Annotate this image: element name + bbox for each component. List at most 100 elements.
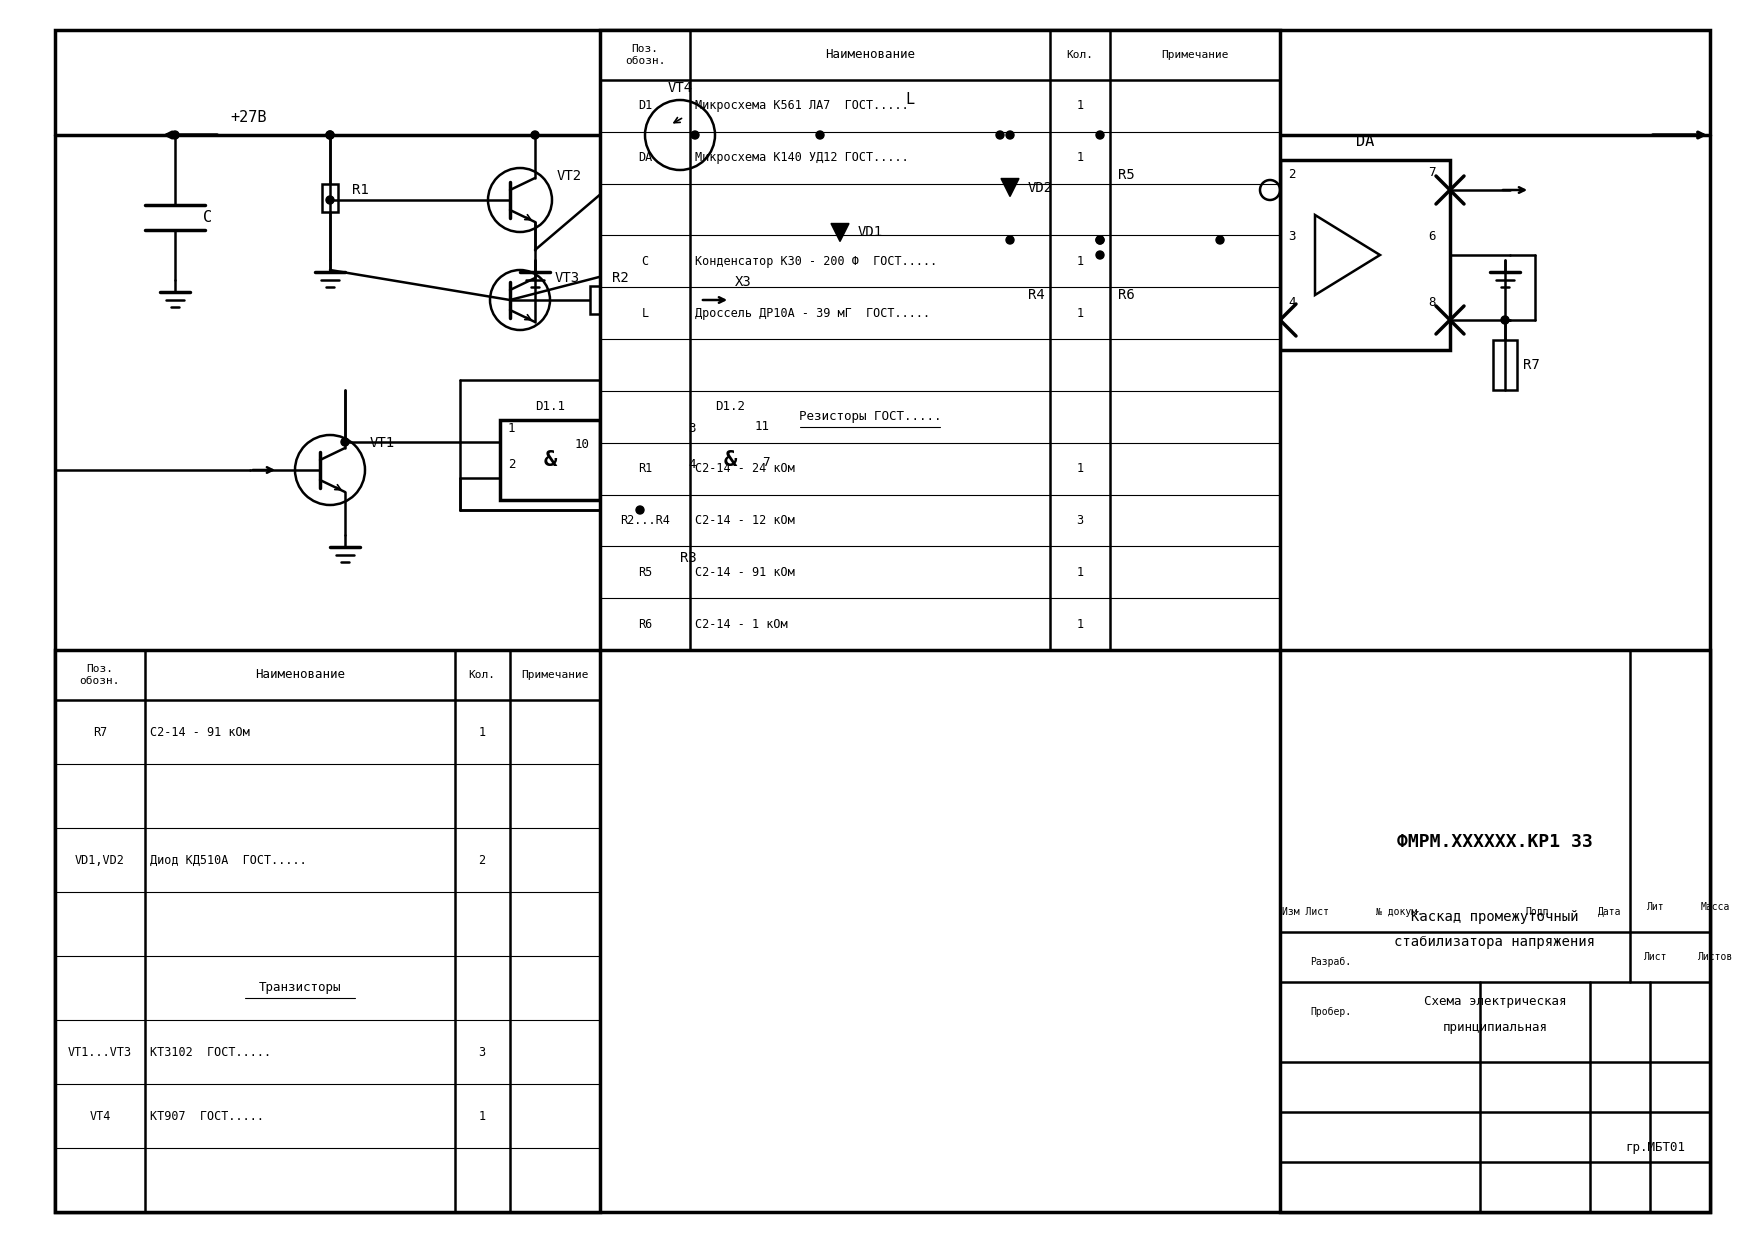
Text: L: L (905, 93, 914, 108)
Text: VT4: VT4 (89, 1110, 111, 1122)
Text: Пробер.: Пробер. (1310, 1007, 1351, 1017)
Text: R2...R4: R2...R4 (621, 513, 670, 527)
Circle shape (531, 131, 538, 139)
Text: Подп.: Подп. (1526, 906, 1554, 918)
Circle shape (326, 196, 333, 205)
Text: С2-14 - 12 кОм: С2-14 - 12 кОм (695, 513, 795, 527)
Text: 6: 6 (1428, 231, 1437, 243)
Text: R6: R6 (638, 618, 652, 631)
Text: &: & (544, 450, 556, 470)
Text: 7: 7 (1428, 165, 1437, 179)
Circle shape (1096, 250, 1103, 259)
Text: Масса: Масса (1700, 901, 1729, 911)
Text: 8: 8 (1428, 295, 1437, 309)
Circle shape (340, 438, 349, 446)
Text: R3: R3 (681, 551, 696, 565)
Text: Лист: Лист (1643, 952, 1666, 962)
Text: 1: 1 (1077, 255, 1084, 268)
Bar (323, 184, 339, 212)
Text: 2: 2 (479, 853, 486, 867)
Circle shape (1501, 316, 1508, 324)
Text: 3: 3 (479, 1045, 486, 1059)
Text: С: С (203, 211, 212, 226)
Text: R4: R4 (1028, 288, 1045, 303)
Text: R7: R7 (1522, 358, 1540, 372)
Text: VD2: VD2 (1028, 181, 1052, 195)
Text: Примечание: Примечание (521, 670, 589, 680)
Text: &: & (723, 450, 737, 470)
Text: С2-14 - 91 кОм: С2-14 - 91 кОм (695, 565, 795, 579)
Text: Конденсатор К30 - 200 Ф  ГОСТ.....: Конденсатор К30 - 200 Ф ГОСТ..... (695, 255, 937, 268)
Text: R2: R2 (612, 272, 628, 285)
Text: VT2: VT2 (558, 169, 582, 184)
Text: 1: 1 (1077, 151, 1084, 164)
Circle shape (1096, 236, 1103, 244)
Text: R5: R5 (638, 565, 652, 579)
Text: Резисторы ГОСТ.....: Резисторы ГОСТ..... (798, 410, 942, 423)
Text: 11: 11 (754, 419, 770, 433)
Circle shape (326, 131, 333, 139)
Text: Лит: Лит (1647, 901, 1665, 911)
Text: Диод КД510А  ГОСТ.....: Диод КД510А ГОСТ..... (151, 853, 307, 867)
Text: L: L (642, 306, 649, 320)
Text: 1: 1 (1077, 99, 1084, 113)
Text: DA: DA (638, 151, 652, 164)
Text: Кол.: Кол. (468, 670, 495, 680)
Text: Микросхема К140 УД12 ГОСТ.....: Микросхема К140 УД12 ГОСТ..... (695, 151, 909, 164)
Text: 4: 4 (688, 458, 696, 470)
Text: 2: 2 (1287, 169, 1296, 181)
Text: ФМРМ.ХХХXXX.КР1 ЗЗ: ФМРМ.ХХХXXX.КР1 ЗЗ (1398, 833, 1593, 851)
Circle shape (1096, 236, 1103, 244)
Bar (998, 270, 1023, 320)
Circle shape (1216, 236, 1224, 244)
Circle shape (816, 131, 824, 139)
Text: 10: 10 (575, 438, 589, 450)
Text: Кол.: Кол. (1066, 50, 1093, 60)
Circle shape (170, 131, 179, 139)
Text: 1: 1 (1077, 463, 1084, 475)
Bar (589, 286, 651, 314)
Circle shape (1096, 131, 1103, 139)
Text: D1.2: D1.2 (716, 399, 745, 413)
Text: R1: R1 (353, 184, 368, 197)
Bar (54, 650, 600, 1211)
Text: VT4: VT4 (668, 81, 693, 95)
Text: С: С (642, 255, 649, 268)
Text: № докум.: № докум. (1377, 906, 1424, 918)
Bar (500, 420, 600, 500)
Text: 1: 1 (479, 725, 486, 739)
Text: 3: 3 (1287, 231, 1296, 243)
Circle shape (637, 506, 644, 515)
Circle shape (326, 131, 333, 139)
Text: 1: 1 (1077, 565, 1084, 579)
Text: С2-14 - 91 кОм: С2-14 - 91 кОм (151, 725, 249, 739)
Text: гр.МБТ01: гр.МБТ01 (1624, 1141, 1686, 1153)
Text: R1: R1 (638, 463, 652, 475)
Text: КТ3102  ГОСТ.....: КТ3102 ГОСТ..... (151, 1045, 272, 1059)
Text: Поз.
обозн.: Поз. обозн. (624, 45, 665, 66)
Polygon shape (1002, 179, 1019, 196)
Text: КТ907  ГОСТ.....: КТ907 ГОСТ..... (151, 1110, 265, 1122)
Bar (681, 420, 781, 500)
Text: VT1...VT3: VT1...VT3 (68, 1045, 132, 1059)
Circle shape (1007, 131, 1014, 139)
Text: R7: R7 (93, 725, 107, 739)
Text: VD1,VD2: VD1,VD2 (75, 853, 125, 867)
Text: Схема электрическая: Схема электрическая (1424, 996, 1566, 1008)
Text: 3: 3 (1077, 513, 1084, 527)
Bar (1280, 650, 1710, 1211)
Text: 3: 3 (688, 422, 696, 434)
Text: R6: R6 (1117, 288, 1135, 303)
Text: Поз.
обозн.: Поз. обозн. (79, 665, 121, 686)
Text: С2-14 - 1 кОм: С2-14 - 1 кОм (695, 618, 788, 631)
Text: Изм Лист: Изм Лист (1282, 906, 1328, 918)
Bar (1493, 340, 1517, 391)
Text: 1: 1 (479, 1110, 486, 1122)
Text: 2: 2 (509, 458, 516, 470)
Text: Транзисторы: Транзисторы (260, 982, 342, 994)
Text: принципиальная: принципиальная (1442, 1021, 1547, 1033)
Circle shape (691, 131, 700, 139)
Text: 4: 4 (1287, 295, 1296, 309)
Text: Дата: Дата (1598, 906, 1622, 918)
Text: DA: DA (1356, 134, 1373, 150)
